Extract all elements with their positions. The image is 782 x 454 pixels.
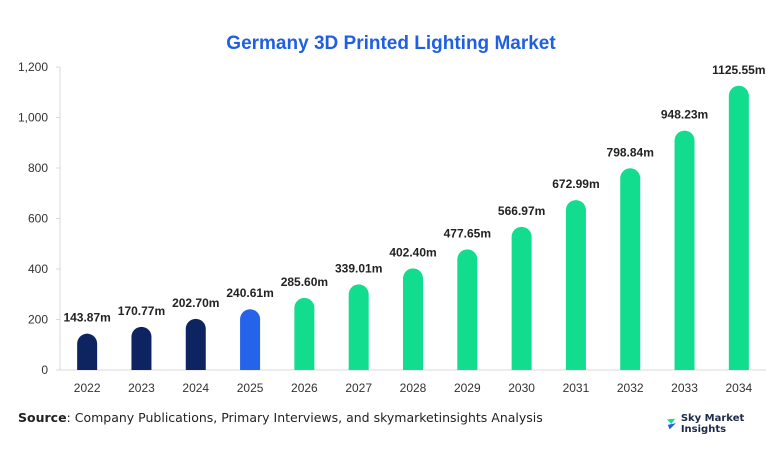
- x-tick-label-2033: 2033: [671, 381, 698, 395]
- y-tick-label: 1,200: [18, 60, 48, 74]
- data-label-2027: 339.01m: [335, 261, 382, 275]
- bars-group: [77, 85, 749, 370]
- y-axis: 0 200 400 600 800 1,000 1,200: [18, 60, 61, 377]
- x-tick-label-2029: 2029: [454, 381, 481, 395]
- bar-2028: [403, 268, 423, 370]
- source-note: Source: Company Publications, Primary In…: [18, 410, 543, 425]
- bar-2022: [77, 333, 98, 370]
- bar-2026: [294, 297, 315, 370]
- x-tick-label-2024: 2024: [182, 381, 209, 395]
- x-tick-label-2023: 2023: [128, 381, 155, 395]
- data-label-2032: 798.84m: [607, 145, 654, 159]
- y-tick-label: 200: [28, 313, 48, 327]
- y-tick-label: 800: [28, 161, 48, 175]
- bar-2029: [457, 249, 478, 370]
- x-axis: 2022 2023 2024 2025 2026 2027 2028 2029 2030 2031…: [60, 369, 766, 395]
- bar-2024: [185, 318, 206, 370]
- brand-logo: Sky Market Insights: [666, 413, 782, 435]
- bar-2032: [620, 168, 641, 370]
- x-tick-label-2030: 2030: [508, 381, 535, 395]
- x-tick-label-2027: 2027: [345, 381, 372, 395]
- source-prefix: Source: [18, 410, 67, 425]
- x-tick-label-2031: 2031: [563, 381, 590, 395]
- brand-icon: [666, 418, 676, 430]
- data-labels-group: 143.87m 170.77m 202.70m 240.61m 285.60m 339.0…: [63, 63, 765, 325]
- x-tick-label-2028: 2028: [400, 381, 427, 395]
- y-tick-label: 1,000: [18, 111, 48, 125]
- y-tick-label: 400: [28, 262, 48, 276]
- bar-2033: [674, 130, 695, 370]
- data-label-2034: 1125.55m: [712, 63, 765, 77]
- brand-name: Sky Market Insights: [680, 413, 745, 435]
- data-label-2023: 170.77m: [118, 304, 165, 318]
- bar-2034: [728, 85, 749, 370]
- source-text: : Company Publications, Primary Intervie…: [66, 410, 543, 425]
- x-tick-label-2032: 2032: [617, 381, 644, 395]
- x-tick-label-2022: 2022: [74, 381, 101, 395]
- data-label-2022: 143.87m: [63, 311, 110, 325]
- y-tick-label: 600: [28, 212, 48, 226]
- data-label-2033: 948.23m: [661, 108, 708, 122]
- y-tick-label: 0: [41, 363, 48, 377]
- bar-2025: [240, 309, 261, 370]
- data-label-2030: 566.97m: [498, 204, 545, 218]
- data-label-2025: 240.61m: [226, 286, 273, 300]
- x-tick-label-2025: 2025: [237, 381, 264, 395]
- bar-2030: [511, 226, 532, 370]
- x-tick-label-2034: 2034: [725, 381, 752, 395]
- bar-2023: [131, 326, 152, 370]
- bar-2027: [348, 284, 369, 370]
- data-label-2029: 477.65m: [444, 226, 491, 240]
- data-label-2024: 202.70m: [172, 296, 219, 310]
- chart-title: Germany 3D Printed Lighting Market: [226, 33, 556, 54]
- x-tick-label-2026: 2026: [291, 381, 318, 395]
- data-label-2028: 402.40m: [389, 245, 436, 259]
- data-label-2026: 285.60m: [281, 275, 328, 289]
- data-label-2031: 672.99m: [552, 177, 599, 191]
- bar-2031: [565, 200, 586, 370]
